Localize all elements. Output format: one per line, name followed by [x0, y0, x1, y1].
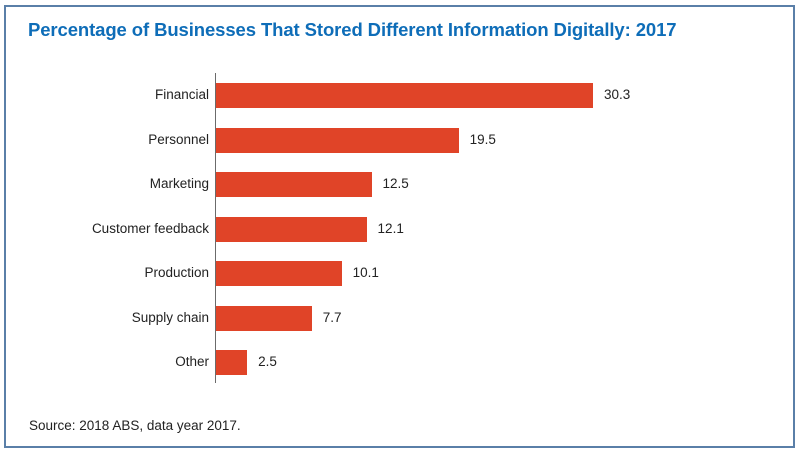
category-label: Personnel: [148, 132, 209, 147]
chart-frame: [4, 5, 795, 448]
category-label: Supply chain: [131, 310, 209, 325]
bar-row: Other 2.5: [0, 350, 800, 375]
bar-row: Production 10.1: [0, 261, 800, 286]
bar: [216, 172, 372, 197]
value-label: 19.5: [469, 132, 496, 147]
value-label: 12.1: [377, 221, 404, 236]
y-axis-line: [215, 73, 216, 383]
value-label: 2.5: [258, 354, 277, 369]
value-label: 7.7: [322, 310, 342, 325]
bar: [216, 83, 593, 108]
chart-title: Percentage of Businesses That Stored Dif…: [28, 19, 677, 40]
source-note: Source: 2018 ABS, data year 2017.: [29, 418, 241, 433]
category-label: Customer feedback: [91, 221, 209, 236]
category-label: Production: [144, 265, 209, 280]
bar-row: Supply chain 7.7: [0, 306, 800, 331]
value-label: 10.1: [352, 265, 379, 280]
bar-row: Marketing 12.5: [0, 172, 800, 197]
value-label: 12.5: [382, 176, 409, 191]
value-label: 30.3: [604, 87, 631, 102]
bar: [216, 306, 312, 331]
category-label: Other: [175, 354, 209, 369]
bar-row: Financial 30.3: [0, 83, 800, 108]
bar: [216, 128, 459, 153]
bar: [216, 261, 342, 286]
bar: [216, 350, 248, 375]
bar-row: Customer feedback 12.1: [0, 217, 800, 242]
bar: [216, 217, 367, 242]
category-label: Financial: [154, 87, 209, 102]
bar-row: Personnel 19.5: [0, 128, 800, 153]
category-label: Marketing: [149, 176, 209, 191]
